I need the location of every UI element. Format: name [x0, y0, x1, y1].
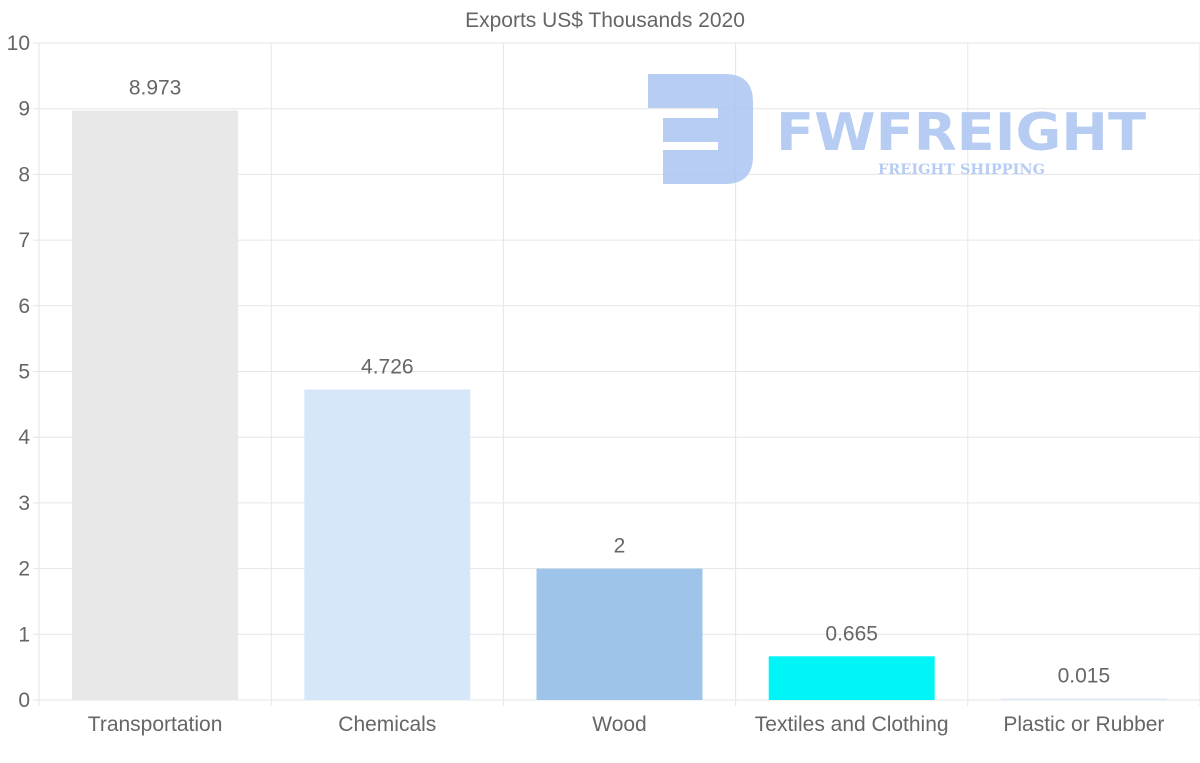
data-label: 2: [614, 535, 626, 558]
y-tick-label: 8: [18, 163, 30, 186]
y-tick-label: 1: [18, 623, 30, 646]
x-tick-label: Wood: [592, 713, 646, 736]
y-tick-label: 2: [18, 558, 30, 581]
bar-transportation[interactable]: [72, 110, 239, 701]
watermark-brand: FWFREIGHT: [776, 103, 1147, 163]
watermark-logo: FWFREIGHT FREIGHT SHIPPING: [648, 74, 1147, 184]
y-axis-ticks: 0 1 2 3 4 5 6 7 8 9 10: [7, 32, 31, 712]
labels-layer: 8.973 4.726 2 0.665 0.015: [129, 76, 1110, 687]
data-label: 0.015: [1058, 665, 1111, 688]
data-label: 0.665: [825, 622, 878, 645]
x-tick-label: Plastic or Rubber: [1003, 713, 1164, 736]
x-tick-label: Textiles and Clothing: [755, 713, 949, 736]
watermark-tagline: FREIGHT SHIPPING: [878, 162, 1045, 178]
y-tick-label: 9: [18, 98, 30, 121]
y-tick-label: 6: [18, 295, 30, 318]
data-label: 4.726: [361, 356, 414, 379]
x-tick-label: Transportation: [88, 713, 223, 736]
x-axis-ticks: Transportation Chemicals Wood Textiles and …: [88, 713, 1165, 736]
bar-wood[interactable]: [536, 568, 703, 700]
bar-chemicals[interactable]: [304, 389, 471, 700]
x-tick-label: Chemicals: [338, 713, 436, 736]
bar-textiles-and-clothing[interactable]: [768, 656, 935, 700]
data-label: 8.973: [129, 76, 182, 99]
bars-layer: [72, 110, 1167, 701]
watermark-logo-icon: [648, 74, 753, 184]
y-tick-label: 7: [18, 229, 30, 252]
y-tick-label: 5: [18, 361, 30, 384]
bar-plastic-or-rubber[interactable]: [1000, 698, 1167, 701]
y-tick-label: 10: [7, 32, 30, 55]
y-tick-label: 3: [18, 492, 30, 515]
y-tick-label: 4: [18, 426, 30, 449]
chart-title: Exports US$ Thousands 2020: [465, 9, 745, 32]
y-tick-label: 0: [18, 689, 30, 712]
